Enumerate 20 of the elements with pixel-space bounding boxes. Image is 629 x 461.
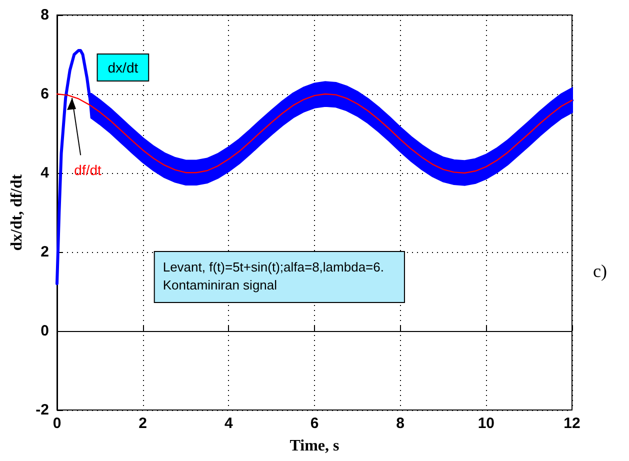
y-tick-label: 6 (40, 86, 49, 102)
y-tick-label: 4 (40, 164, 50, 182)
x-tick-label: 6 (310, 415, 319, 432)
text: df/dt (74, 162, 102, 178)
annotation: Levant, f(t)=5t+sin(t);alfa=8,lambda=6. Kontaminiran signal (162, 260, 384, 292)
y-tick-label: 8 (40, 6, 49, 24)
x-tick-label: 10 (478, 415, 495, 432)
x-axis-title: Time, s (290, 438, 340, 454)
y-axis-title: dx/dt, df/dt (8, 174, 26, 251)
x-tick-label: 12 (564, 415, 580, 432)
y-tick-label: -2 (36, 402, 49, 418)
line-series (56, 93, 573, 174)
x-tick-label: 8 (396, 415, 405, 432)
series-label: dx/dt (108, 60, 138, 76)
y-tick-label: 2 (40, 244, 49, 260)
text: c) (593, 261, 607, 281)
y-tick-label: 0 (40, 322, 49, 340)
x-tick-label: 4 (224, 415, 234, 432)
x-tick-label: 0 (52, 415, 62, 432)
x-tick-label: 2 (138, 415, 148, 432)
